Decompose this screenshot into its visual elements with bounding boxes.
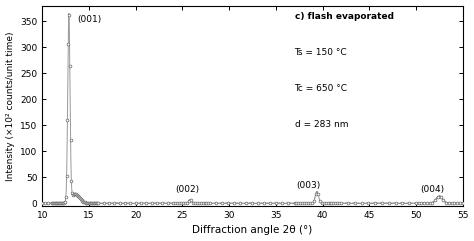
Text: (002): (002): [175, 185, 199, 194]
Text: (001): (001): [78, 15, 102, 24]
Text: d = 283 nm: d = 283 nm: [294, 120, 348, 129]
Y-axis label: Intensity (×10² counts/unit time): Intensity (×10² counts/unit time): [6, 31, 15, 181]
Text: Tc = 650 °C: Tc = 650 °C: [294, 84, 347, 93]
Text: Ts = 150 °C: Ts = 150 °C: [294, 48, 347, 57]
Text: c) flash evaporated: c) flash evaporated: [294, 12, 393, 20]
Text: (003): (003): [296, 181, 320, 190]
Text: (004): (004): [420, 185, 445, 194]
X-axis label: Diffraction angle 2θ (°): Diffraction angle 2θ (°): [192, 225, 312, 235]
